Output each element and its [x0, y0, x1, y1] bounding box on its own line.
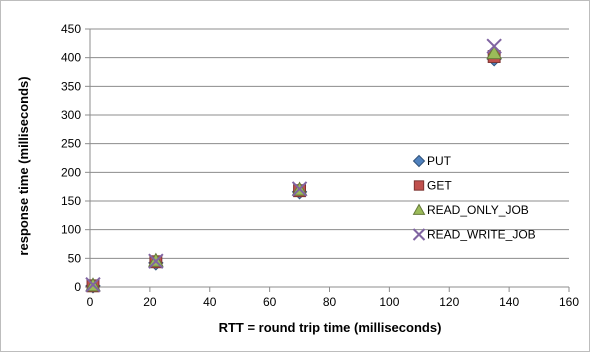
- y-tick-label: 50: [68, 251, 82, 265]
- grid-lines: [90, 28, 569, 259]
- x-marker-stroke: [486, 38, 502, 54]
- data-point: [291, 181, 308, 197]
- x-marker-stroke: [412, 228, 426, 241]
- y-axis-title: response time (milliseconds): [16, 76, 31, 255]
- y-tick-label: 250: [61, 137, 81, 151]
- x-tick-label: 120: [439, 295, 459, 309]
- legend-label: READ_WRITE_JOB: [427, 228, 536, 242]
- legend-item: GET: [413, 179, 452, 193]
- y-tick-label: 150: [61, 194, 81, 208]
- y-tick-label: 450: [61, 22, 81, 36]
- legend-marker: [412, 154, 426, 168]
- series-read-only-job: [85, 45, 503, 292]
- legend-label: READ_ONLY_JOB: [427, 203, 529, 217]
- y-tick-label: 400: [61, 51, 81, 65]
- x-tick-label: 40: [203, 295, 217, 309]
- y-tick-label: 300: [61, 108, 81, 122]
- legend-label: GET: [427, 179, 452, 193]
- x-tick-label: 20: [143, 295, 157, 309]
- x-tick-label: 160: [559, 295, 579, 309]
- legend-marker: [412, 203, 426, 215]
- y-tick-label: 350: [61, 79, 81, 93]
- axes: [85, 28, 570, 292]
- x-marker-stroke: [148, 253, 164, 269]
- legend-marker: [412, 228, 426, 241]
- x-marker-stroke: [291, 181, 308, 197]
- x-axis-title: RTT = round trip time (milliseconds): [219, 320, 442, 335]
- legend-label: PUT: [427, 154, 452, 168]
- y-tick-label: 100: [61, 223, 81, 237]
- data-point: [486, 38, 502, 54]
- x-marker-stroke: [85, 276, 101, 293]
- x-tick-label: 80: [323, 295, 337, 309]
- legend-item: READ_WRITE_JOB: [412, 228, 536, 242]
- data-point: [486, 45, 503, 60]
- legend-item: READ_ONLY_JOB: [412, 203, 529, 217]
- tick-labels: 0 50 100 150 200 250 300 350 400 450 0 20 40 60 80 100 1…: [61, 22, 579, 309]
- data-point: [85, 276, 101, 293]
- series-read-write-job: [85, 38, 502, 293]
- legend-marker: [413, 180, 425, 191]
- x-tick-label: 140: [499, 295, 519, 309]
- data-points: [85, 38, 503, 294]
- x-tick-label: 100: [379, 295, 399, 309]
- data-point: [148, 253, 164, 269]
- y-tick-label: 200: [61, 165, 81, 179]
- x-tick-label: 0: [87, 295, 94, 309]
- legend: PUT GET READ_ONLY_JOB READ_WRITE_JOB: [412, 154, 536, 242]
- legend-item: PUT: [412, 154, 452, 168]
- x-tick-label: 60: [263, 295, 277, 309]
- y-tick-label: 0: [74, 280, 81, 294]
